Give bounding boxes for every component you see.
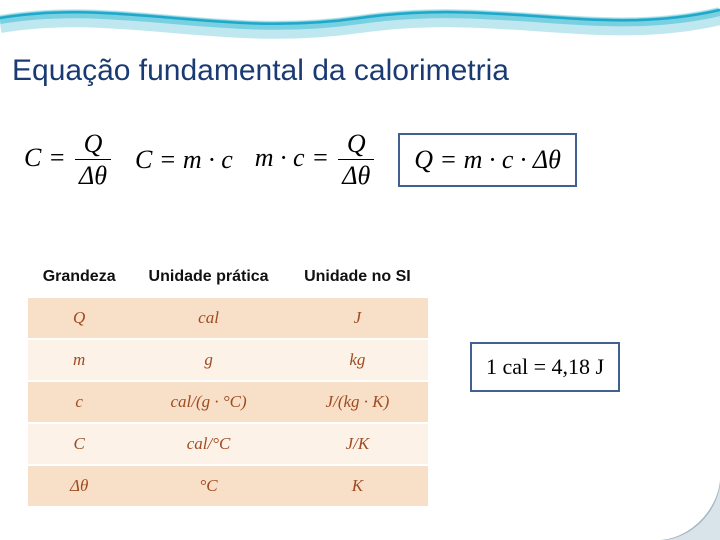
table-header: Unidade no SI bbox=[287, 258, 428, 297]
units-table: Grandeza Unidade prática Unidade no SI Q… bbox=[28, 258, 428, 506]
page-title: Equação fundamental da calorimetria bbox=[12, 54, 509, 88]
formula-mc-eq-q-over-dtheta: m · c = QΔθ bbox=[255, 130, 377, 190]
table-row: Δθ °C K bbox=[28, 465, 428, 506]
formula-c-eq-mc: C = m · c bbox=[135, 145, 233, 175]
table-header: Grandeza bbox=[28, 258, 130, 297]
table-header: Unidade prática bbox=[130, 258, 287, 297]
table-header-row: Grandeza Unidade prática Unidade no SI bbox=[28, 258, 428, 297]
page-curl-icon bbox=[660, 480, 720, 540]
table-row: m g kg bbox=[28, 339, 428, 381]
top-wave-decoration bbox=[0, 0, 720, 60]
table-row: Q cal J bbox=[28, 297, 428, 339]
formula-q-boxed: Q = m · c · Δθ bbox=[398, 133, 577, 187]
table-row: C cal/°C J/K bbox=[28, 423, 428, 465]
table-row: c cal/(g · °C) J/(kg · K) bbox=[28, 381, 428, 423]
formula-c-eq-q-over-dtheta: C = QΔθ bbox=[24, 130, 113, 190]
conversion-box: 1 cal = 4,18 J bbox=[470, 342, 620, 392]
formula-row: C = QΔθ C = m · c m · c = QΔθ Q = m · c … bbox=[24, 130, 696, 190]
